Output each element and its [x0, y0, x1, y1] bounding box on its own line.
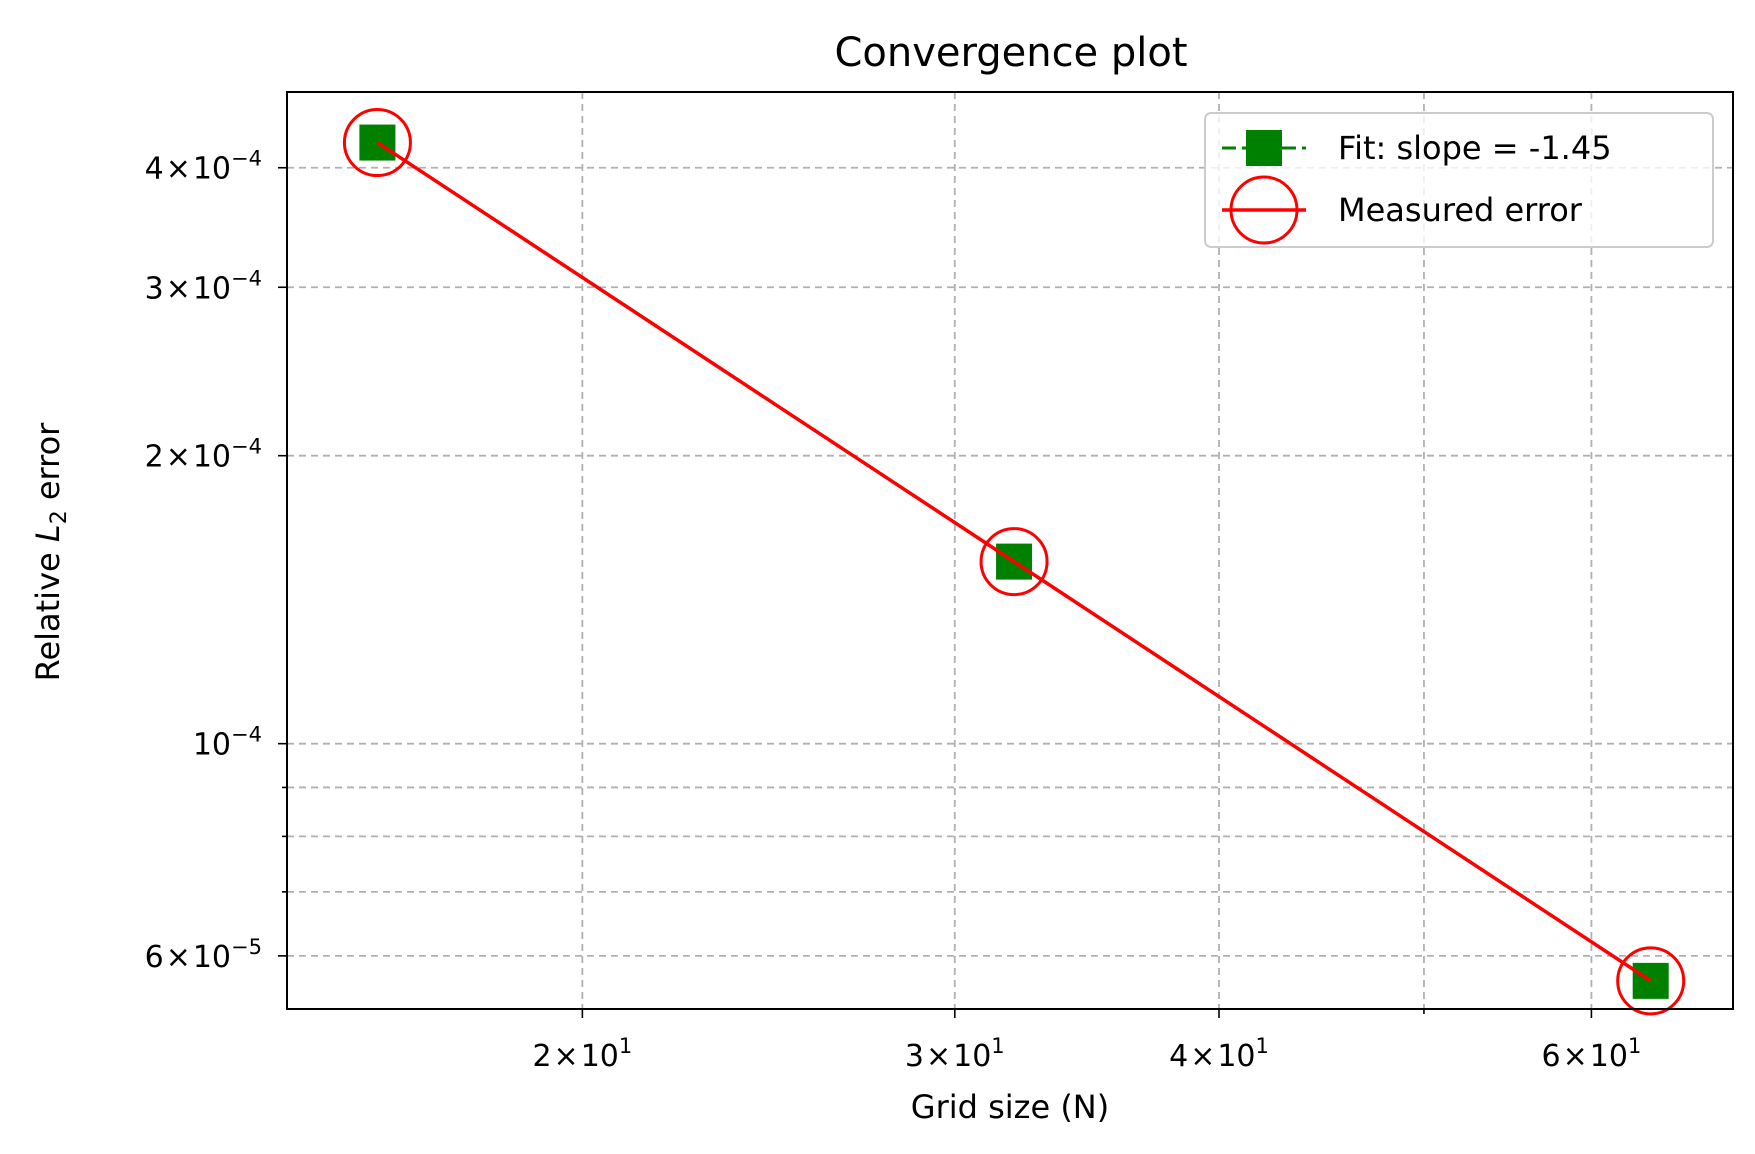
x-tick-times: ×	[1563, 1039, 1588, 1074]
y-tick-base: 10	[193, 152, 231, 187]
y-tick-mantissa: 2	[145, 440, 164, 475]
y-tick-times: ×	[166, 940, 191, 975]
x-tick-exponent: 1	[619, 1034, 632, 1058]
x-tick-times: ×	[1190, 1039, 1215, 1074]
axis-ticks	[278, 166, 1593, 1018]
legend-measured-label: Measured error	[1338, 191, 1583, 229]
y-tick-mantissa: 4	[145, 152, 164, 187]
y-tick-labels: 4×10−43×10−42×10−410−46×10−5	[145, 147, 262, 975]
y-tick-label: 6×10−5	[145, 935, 262, 975]
x-tick-base: 10	[1590, 1039, 1628, 1074]
x-tick-labels: 2×101 3×101 4×101 6×101	[532, 1034, 1641, 1074]
x-tick-label: 4×101	[1169, 1034, 1269, 1074]
y-tick-times: ×	[166, 271, 191, 306]
y-tick-times: ×	[166, 152, 191, 187]
legend-entries: Fit: slope = -1.45 Measured error	[1222, 129, 1612, 245]
data-series	[342, 108, 1686, 1016]
y-axis-label-sub: 2	[47, 510, 72, 524]
legend-measured-marker	[1229, 175, 1299, 245]
x-tick-mantissa: 4	[1169, 1039, 1188, 1074]
x-tick-label: 2×101	[532, 1034, 632, 1074]
x-tick-exponent: 1	[1628, 1034, 1641, 1058]
y-axis-label-prefix: Relative	[29, 542, 67, 681]
x-tick-times: ×	[554, 1039, 579, 1074]
y-axis-label: Relative L2 error	[29, 422, 72, 682]
x-tick-mantissa: 3	[905, 1039, 924, 1074]
y-tick-base: 10	[193, 271, 231, 306]
y-tick-base: 10	[193, 440, 231, 475]
y-tick-mantissa: 3	[145, 271, 164, 306]
x-tick-base: 10	[953, 1039, 991, 1074]
measured-point-marker	[1616, 946, 1686, 1016]
x-tick-label: 3×101	[905, 1034, 1005, 1074]
y-tick-exponent: −4	[231, 723, 262, 747]
y-tick-label: 3×10−4	[145, 266, 262, 306]
legend-fit-marker	[1246, 130, 1282, 166]
y-tick-exponent: −5	[231, 935, 262, 959]
y-axis-label-suffix: error	[29, 422, 67, 510]
measured-line	[376, 141, 1652, 983]
x-tick-label: 6×101	[1542, 1034, 1642, 1074]
chart-title: Convergence plot	[834, 30, 1187, 76]
y-tick-exponent: −4	[231, 435, 262, 459]
measured-point-marker	[342, 108, 412, 178]
x-tick-exponent: 1	[1256, 1034, 1269, 1058]
x-tick-base: 10	[1217, 1039, 1255, 1074]
x-tick-exponent: 1	[991, 1034, 1004, 1058]
y-tick-base: 10	[193, 940, 231, 975]
y-tick-label: 2×10−4	[145, 435, 262, 475]
legend-box	[1204, 112, 1714, 248]
x-tick-times: ×	[926, 1039, 951, 1074]
y-tick-mantissa: 6	[145, 940, 164, 975]
y-tick-base: 10	[193, 728, 231, 763]
measured-point-marker	[979, 527, 1049, 597]
y-tick-exponent: −4	[231, 266, 262, 290]
y-axis-label-var: L	[29, 524, 67, 542]
legend: Fit: slope = -1.45 Measured error	[1204, 112, 1714, 248]
y-tick-label: 4×10−4	[145, 147, 262, 187]
y-tick-times: ×	[166, 440, 191, 475]
grid-lines	[287, 92, 1733, 1009]
y-tick-exponent: −4	[231, 147, 262, 171]
plot-frame	[286, 91, 1734, 1010]
x-tick-mantissa: 6	[1542, 1039, 1561, 1074]
x-axis-label: Grid size (N)	[911, 1088, 1109, 1126]
y-tick-label: 10−4	[193, 723, 262, 763]
x-tick-base: 10	[581, 1039, 619, 1074]
legend-fit-label: Fit: slope = -1.45	[1338, 129, 1612, 167]
x-tick-mantissa: 2	[532, 1039, 551, 1074]
